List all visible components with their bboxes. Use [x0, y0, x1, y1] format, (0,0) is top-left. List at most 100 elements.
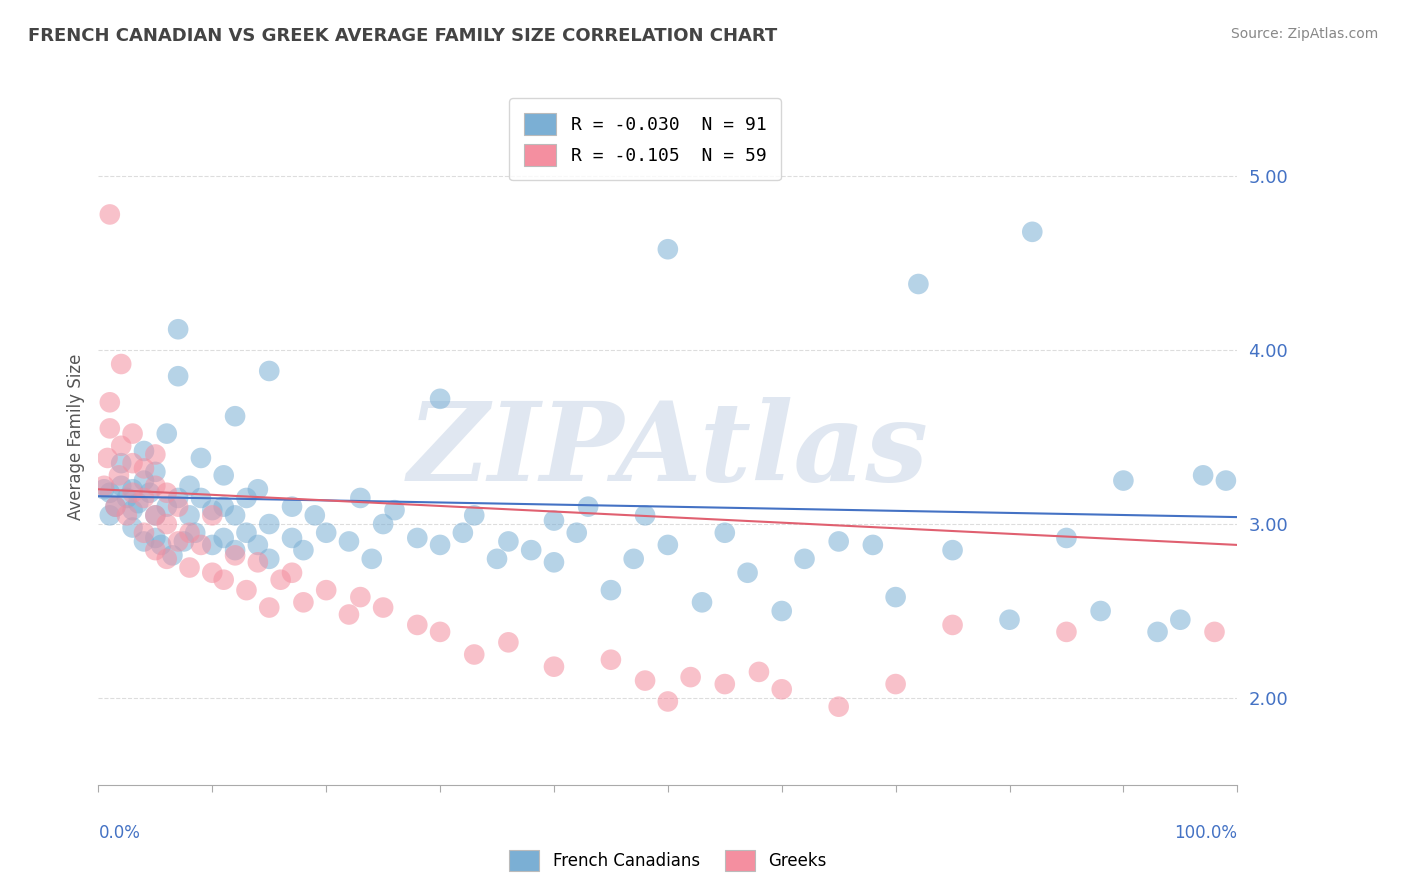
Point	[246, 482, 269, 496]
Point	[98, 207, 121, 221]
Point	[1170, 613, 1192, 627]
Point	[104, 500, 127, 514]
Point	[406, 618, 429, 632]
Point	[121, 503, 143, 517]
Point	[132, 525, 155, 540]
Point	[235, 525, 257, 540]
Point	[259, 364, 281, 378]
Point	[121, 426, 143, 441]
Point	[1112, 474, 1135, 488]
Point	[520, 543, 543, 558]
Point	[315, 525, 337, 540]
Point	[167, 491, 190, 505]
Point	[190, 450, 212, 465]
Point	[145, 508, 167, 523]
Point	[337, 607, 360, 622]
Point	[406, 531, 429, 545]
Point	[212, 531, 235, 545]
Point	[110, 456, 132, 470]
Point	[884, 677, 907, 691]
Point	[156, 426, 179, 441]
Point	[212, 573, 235, 587]
Point	[150, 538, 173, 552]
Point	[104, 500, 127, 514]
Point	[281, 531, 304, 545]
Point	[190, 491, 212, 505]
Point	[96, 450, 118, 465]
Point	[942, 543, 965, 558]
Point	[179, 479, 201, 493]
Point	[259, 516, 281, 531]
Point	[576, 500, 599, 514]
Point	[634, 508, 657, 523]
Point	[862, 538, 884, 552]
Point	[565, 525, 588, 540]
Point	[145, 543, 167, 558]
Point	[145, 531, 167, 545]
Point	[98, 421, 121, 435]
Point	[828, 699, 851, 714]
Point	[110, 439, 132, 453]
Point	[360, 551, 382, 566]
Point	[110, 479, 132, 493]
Point	[1090, 604, 1112, 618]
Point	[156, 516, 179, 531]
Point	[1054, 624, 1078, 639]
Point	[246, 538, 269, 552]
Point	[623, 551, 645, 566]
Point	[132, 444, 155, 458]
Point	[907, 277, 929, 291]
Point	[1192, 468, 1215, 483]
Point	[224, 549, 246, 563]
Point	[600, 653, 623, 667]
Point	[115, 508, 138, 523]
Point	[1146, 624, 1168, 639]
Point	[451, 525, 474, 540]
Point	[138, 485, 160, 500]
Point	[543, 514, 565, 528]
Point	[167, 369, 190, 384]
Point	[429, 538, 451, 552]
Point	[132, 491, 155, 505]
Point	[167, 500, 190, 514]
Point	[600, 583, 623, 598]
Point	[132, 474, 155, 488]
Point	[201, 566, 224, 580]
Point	[690, 595, 713, 609]
Y-axis label: Average Family Size: Average Family Size	[66, 354, 84, 520]
Point	[429, 392, 451, 406]
Point	[486, 551, 509, 566]
Point	[167, 534, 190, 549]
Text: Source: ZipAtlas.com: Source: ZipAtlas.com	[1230, 27, 1378, 41]
Point	[201, 508, 224, 523]
Point	[162, 549, 184, 563]
Point	[543, 659, 565, 673]
Point	[212, 500, 235, 514]
Point	[246, 555, 269, 569]
Point	[998, 613, 1021, 627]
Point	[1021, 225, 1043, 239]
Point	[371, 516, 394, 531]
Point	[543, 555, 565, 569]
Point	[224, 543, 246, 558]
Point	[132, 461, 155, 475]
Point	[292, 595, 315, 609]
Point	[190, 538, 212, 552]
Point	[145, 465, 167, 479]
Point	[127, 496, 149, 510]
Point	[108, 468, 131, 483]
Point	[93, 482, 115, 496]
Point	[371, 600, 394, 615]
Point	[145, 479, 167, 493]
Point	[634, 673, 657, 688]
Point	[184, 525, 207, 540]
Point	[98, 485, 121, 500]
Point	[349, 590, 371, 604]
Point	[429, 624, 451, 639]
Point	[224, 409, 246, 424]
Legend: French Canadians, Greeks: French Canadians, Greeks	[501, 842, 835, 879]
Point	[270, 573, 292, 587]
Point	[292, 543, 315, 558]
Text: FRENCH CANADIAN VS GREEK AVERAGE FAMILY SIZE CORRELATION CHART: FRENCH CANADIAN VS GREEK AVERAGE FAMILY …	[28, 27, 778, 45]
Point	[156, 500, 179, 514]
